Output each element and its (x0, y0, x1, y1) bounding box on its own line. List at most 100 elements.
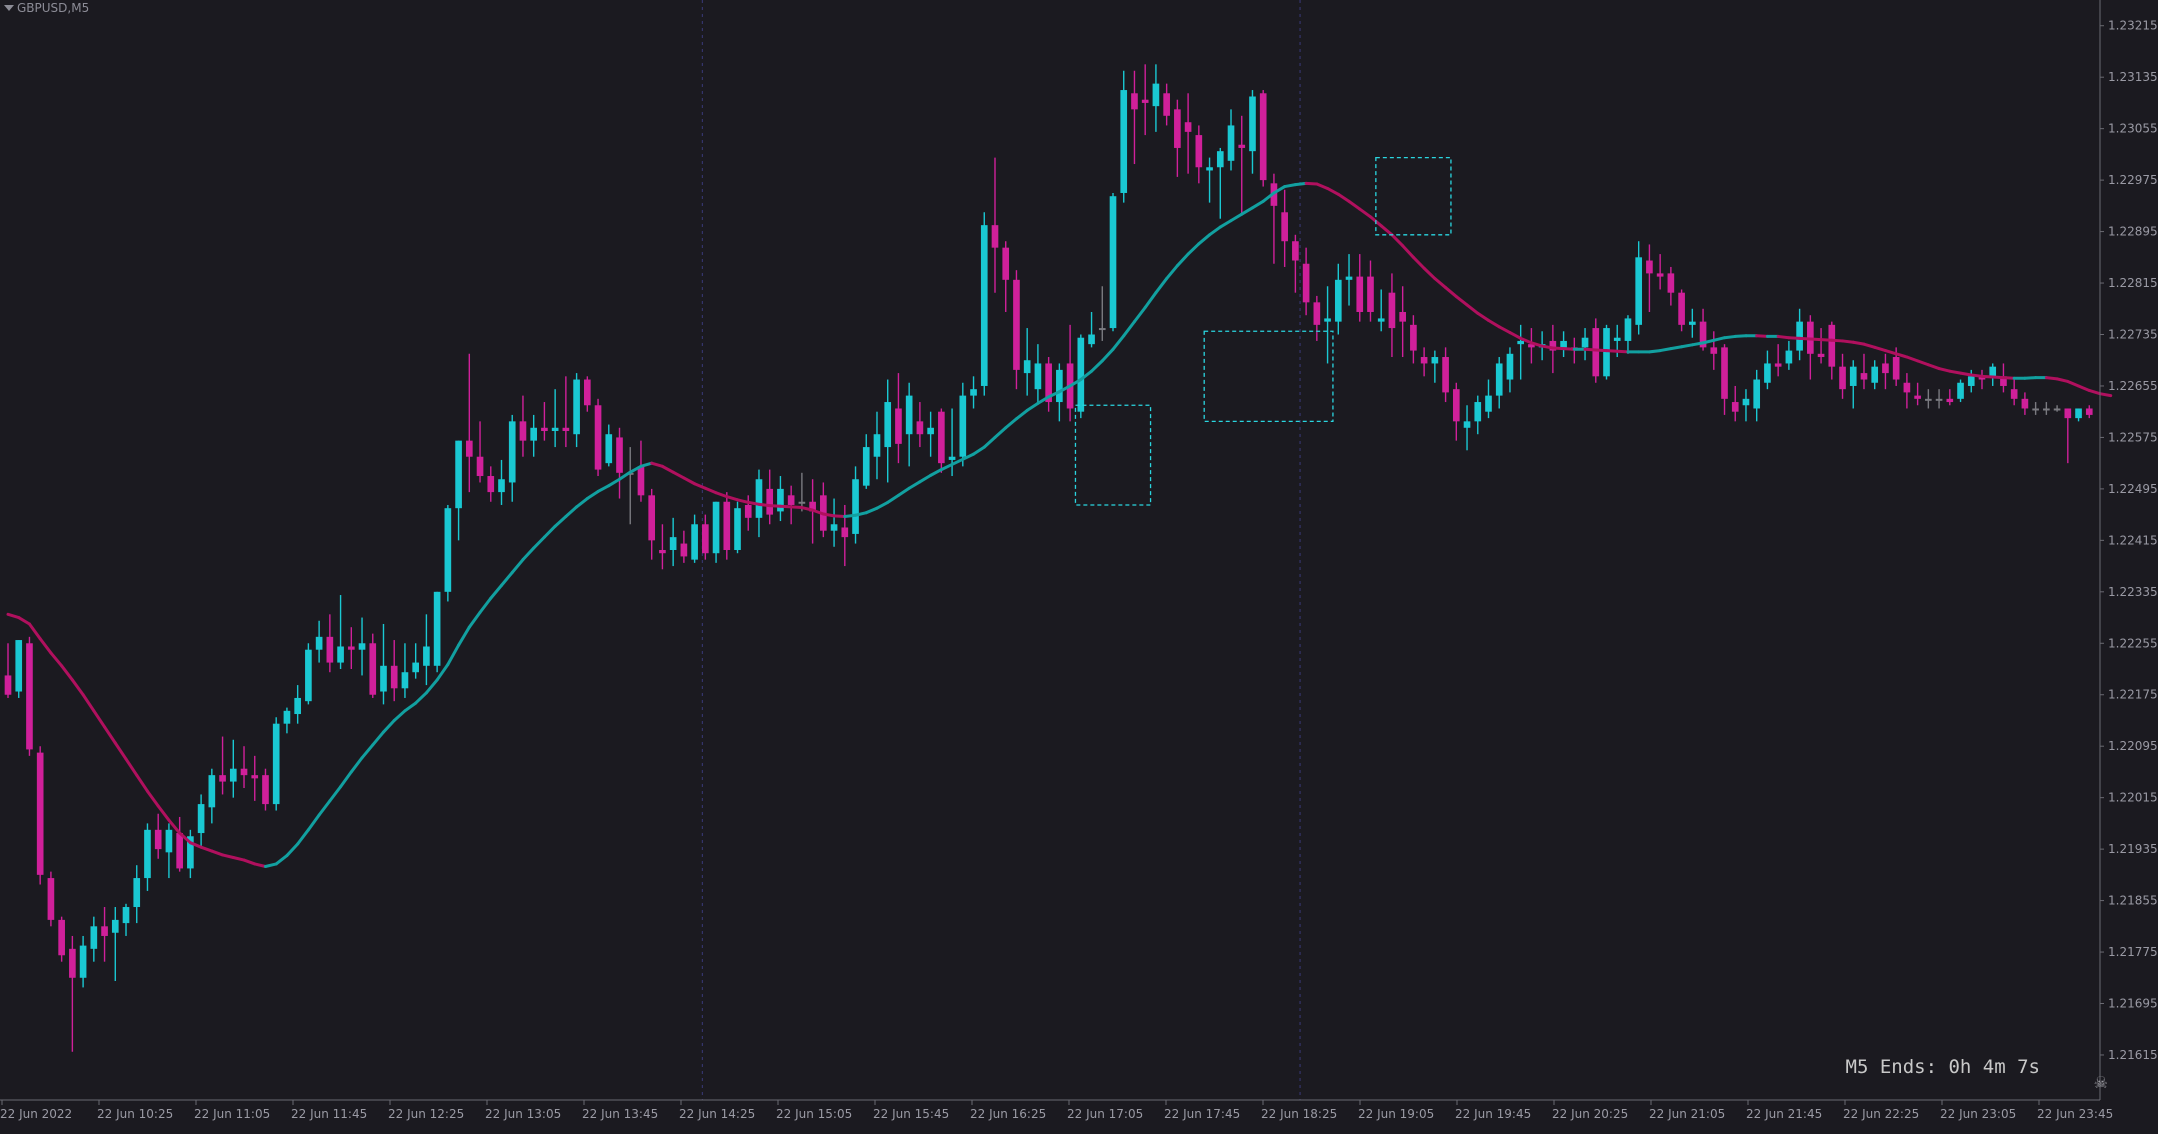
candle (1088, 311, 1095, 348)
candle (165, 823, 173, 879)
candle-body (884, 402, 892, 448)
ma-segment (1594, 348, 1609, 353)
candle-body (1699, 321, 1707, 348)
candle-body (841, 527, 849, 538)
candle-body (1195, 135, 1203, 168)
skull-crossbones-icon[interactable]: ☠ (2093, 1073, 2108, 1092)
price-tick-label: 1.21615 (2108, 1048, 2158, 1062)
candle (1152, 64, 1160, 132)
time-tick-label: 22 Jun 17:05 (1067, 1107, 1143, 1121)
ma-segment (1111, 334, 1126, 351)
candle (1903, 373, 1911, 409)
candle (1925, 389, 1932, 409)
ma-segment (1991, 375, 2005, 380)
ma-segment (1208, 225, 1222, 237)
candle (1678, 289, 1685, 332)
ma-segment (510, 558, 525, 575)
candle (2085, 405, 2093, 419)
candle-body (905, 395, 913, 435)
candle (723, 492, 731, 560)
ma-segment (1411, 255, 1426, 270)
ma-segment (1240, 206, 1254, 216)
ma-segment (1379, 224, 1394, 237)
time-tick-label: 22 Jun 17:45 (1164, 1107, 1240, 1121)
price-tick-label: 1.22255 (2108, 636, 2158, 650)
candle-body (1313, 302, 1321, 325)
ma-segment (542, 524, 557, 539)
ma-segment (1422, 266, 1437, 281)
ma-segment (446, 643, 461, 667)
candle (1356, 254, 1364, 322)
candle (412, 643, 419, 679)
candle-body (90, 926, 98, 949)
ma-segment (199, 845, 214, 853)
candle-body (412, 662, 419, 673)
ma-segment (1497, 325, 1512, 335)
candle (1120, 70, 1128, 203)
candle-body (487, 476, 495, 493)
ma-segment (532, 535, 546, 550)
candle-body (1613, 337, 1621, 341)
candle (1345, 254, 1353, 306)
price-axis[interactable]: 1.23215 1.23135 1.23055 1.22975 1.22895 1.228… (2099, 0, 2158, 1100)
candle (1635, 241, 1643, 335)
candle-body (1249, 96, 1256, 152)
ma-segment (596, 484, 611, 493)
candle (1785, 340, 1793, 370)
price-tick-label: 1.22015 (2108, 791, 2158, 805)
candle (1603, 324, 1610, 380)
candle (1238, 115, 1246, 216)
candle-body (1635, 257, 1643, 325)
candle-body (369, 643, 377, 695)
candle (1656, 254, 1664, 290)
candle (1646, 244, 1653, 312)
price-tick-label: 1.22895 (2108, 225, 2158, 239)
price-tick-label: 1.22415 (2108, 533, 2158, 547)
candle-body (219, 775, 226, 782)
candle (1721, 344, 1728, 415)
dropdown-triangle-icon[interactable] (4, 5, 14, 11)
ma-segment (1175, 252, 1190, 268)
ma-segment (1873, 345, 1887, 353)
candle-body (680, 543, 688, 557)
ma-segment (1057, 384, 1072, 394)
candle (176, 816, 183, 872)
candle-body (1967, 376, 1975, 386)
candle-body (36, 752, 44, 875)
ma-segment (81, 693, 96, 713)
candle-body (1420, 357, 1428, 364)
candle (916, 402, 924, 448)
candle (1131, 70, 1138, 165)
symbol-label[interactable]: GBPUSD,M5 (4, 1, 89, 15)
candle (1860, 353, 1868, 390)
ma-segment (317, 799, 332, 817)
ma-segment (950, 457, 965, 466)
symbol-text: GBPUSD,M5 (17, 1, 90, 15)
candle (487, 466, 495, 502)
candle (380, 623, 387, 705)
candle-body (562, 427, 570, 431)
ma-segment (392, 709, 407, 722)
candle-body (1581, 337, 1589, 348)
candle (1227, 109, 1235, 171)
ma-segment (1658, 347, 1673, 353)
candle (594, 398, 602, 477)
candle (712, 501, 720, 563)
candle (1849, 360, 1857, 409)
candle-body (208, 775, 216, 808)
ma-segment (553, 515, 568, 528)
ma-segment (585, 489, 600, 501)
highlight-box (1203, 330, 1334, 422)
time-axis[interactable]: 22 Jun 2022 22 Jun 10:25 22 Jun 11:05 22 Ju… (0, 1099, 2113, 1121)
candle (734, 501, 741, 554)
candle (1388, 273, 1396, 358)
ma-segment (1733, 334, 1748, 338)
candle (433, 591, 441, 673)
candle (476, 421, 484, 483)
candle (90, 916, 98, 962)
ma-segment (113, 741, 128, 761)
candle (1989, 363, 1997, 386)
candle (1839, 353, 1846, 399)
